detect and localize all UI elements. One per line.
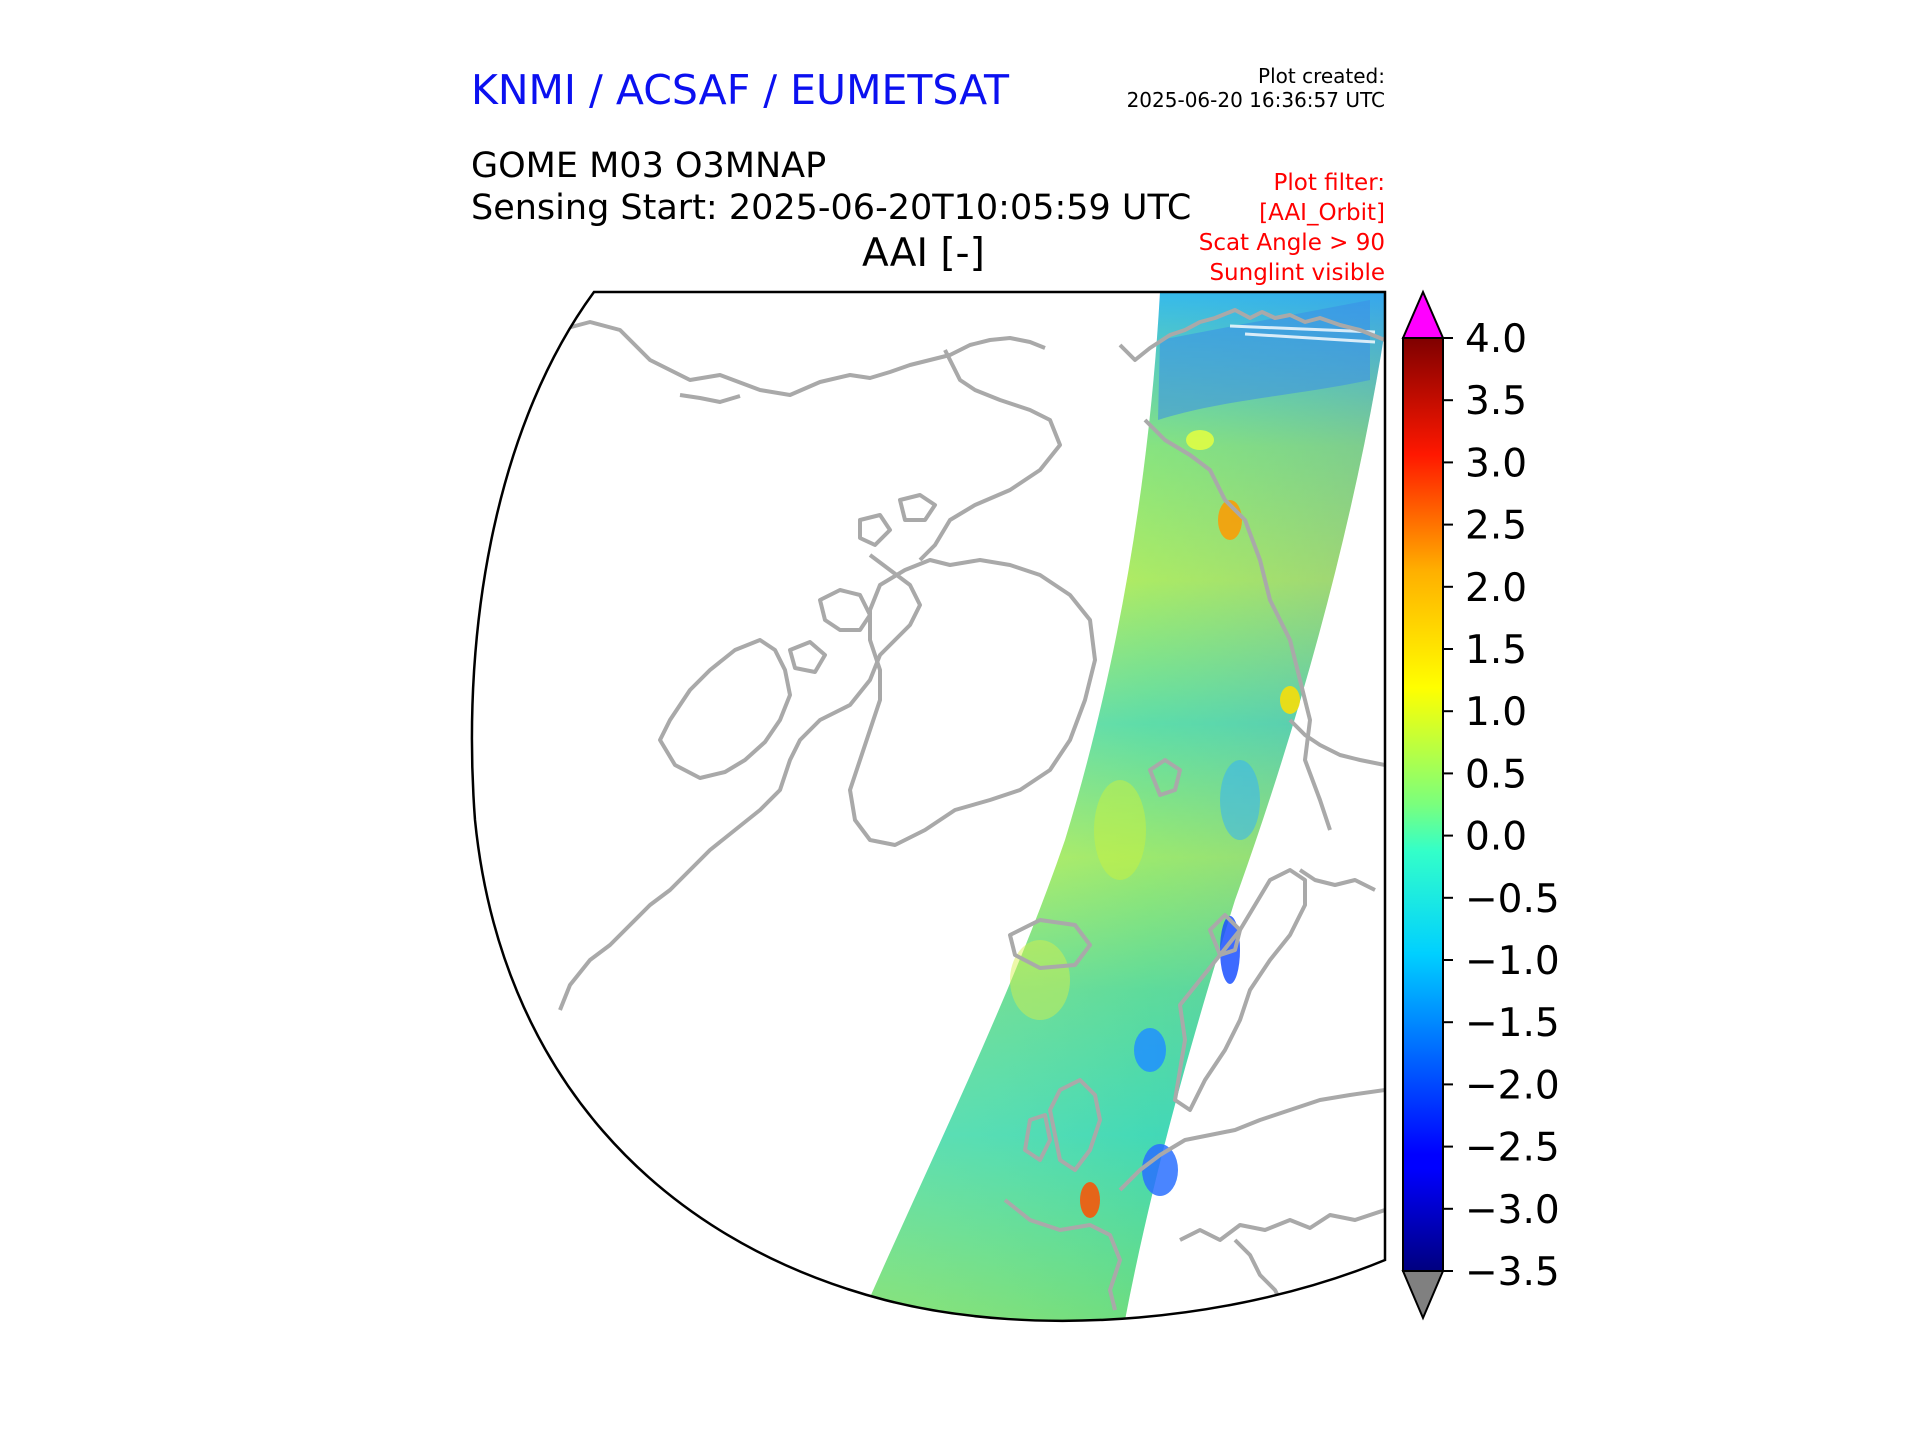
plot-created-info: Plot created: 2025-06-20 16:36:57 UTC xyxy=(1100,64,1385,112)
colorbar-tick-label: 1.5 xyxy=(1465,628,1527,673)
colorbar-tick-label: 2.5 xyxy=(1465,504,1527,549)
colorbar-tick-label: 0.0 xyxy=(1465,815,1527,860)
map-area xyxy=(558,292,1385,1320)
colorbar-tick-label: −0.5 xyxy=(1465,877,1560,922)
plot-filter-line: Sunglint visible xyxy=(1209,260,1385,286)
colorbar-tick-label: 0.5 xyxy=(1465,752,1527,797)
swath-scan-streaks xyxy=(1229,324,1376,344)
aai-anomaly xyxy=(1220,760,1260,840)
colorbar-extend-min xyxy=(1401,1270,1445,1321)
coastlines xyxy=(558,308,1385,1311)
plot-filter-line: Scat Angle > 90 xyxy=(1198,230,1385,256)
organisation-title: KNMI / ACSAF / EUMETSAT xyxy=(471,66,1010,114)
plot-created-time: 2025-06-20 16:36:57 UTC xyxy=(1126,88,1385,112)
colorbar-tick-label: −2.0 xyxy=(1465,1063,1560,1108)
product-title: GOME M03 O3MNAP xyxy=(471,146,827,186)
map-boundary xyxy=(470,290,1387,1323)
aai-anomaly xyxy=(1134,1028,1166,1072)
colorbar-tick-label: 3.0 xyxy=(1465,441,1527,486)
colorbar-tick-label: 4.0 xyxy=(1465,317,1527,362)
plot-filter: Plot filter: [AAI_Orbit] Scat Angle > 90… xyxy=(1100,168,1385,288)
colorbar: 4.0 3.5 3.0 2.5 2.0 1.5 1.0 0.5 0.0 −0.5 −1.0 −1.5 −… xyxy=(1401,289,1560,1321)
colorbar-ticks: 4.0 3.5 3.0 2.5 2.0 1.5 1.0 0.5 0.0 −0.5 −1.0 −1.5 −… xyxy=(1443,317,1560,1295)
aai-anomalies xyxy=(1010,430,1300,1218)
colorbar-tick-label: −3.5 xyxy=(1465,1250,1560,1295)
plot-filter-line: Plot filter: xyxy=(1273,170,1385,196)
colorbar-tick-label: 3.5 xyxy=(1465,379,1527,424)
aai-anomaly xyxy=(1094,780,1146,880)
colorbar-body xyxy=(1402,337,1444,1272)
aai-anomaly xyxy=(1280,686,1300,714)
aai-anomaly xyxy=(1010,940,1070,1020)
plot-filter-line: [AAI_Orbit] xyxy=(1259,200,1385,226)
aai-anomaly xyxy=(1186,430,1214,450)
quantity-title: AAI [-] xyxy=(862,231,985,276)
colorbar-tick-label: −3.0 xyxy=(1465,1188,1560,1233)
sensing-start: Sensing Start: 2025-06-20T10:05:59 UTC xyxy=(471,188,1192,228)
colorbar-extend-max xyxy=(1401,289,1445,339)
colorbar-tick-label: 2.0 xyxy=(1465,566,1527,611)
aai-anomaly xyxy=(1142,1144,1178,1196)
colorbar-tick-label: 1.0 xyxy=(1465,690,1527,735)
plot-created-label: Plot created: xyxy=(1258,64,1385,88)
colorbar-tick-label: −1.5 xyxy=(1465,1001,1560,1046)
colorbar-tick-label: −2.5 xyxy=(1465,1126,1560,1171)
colorbar-tick-label: −1.0 xyxy=(1465,939,1560,984)
aai-anomaly xyxy=(1080,1182,1100,1218)
